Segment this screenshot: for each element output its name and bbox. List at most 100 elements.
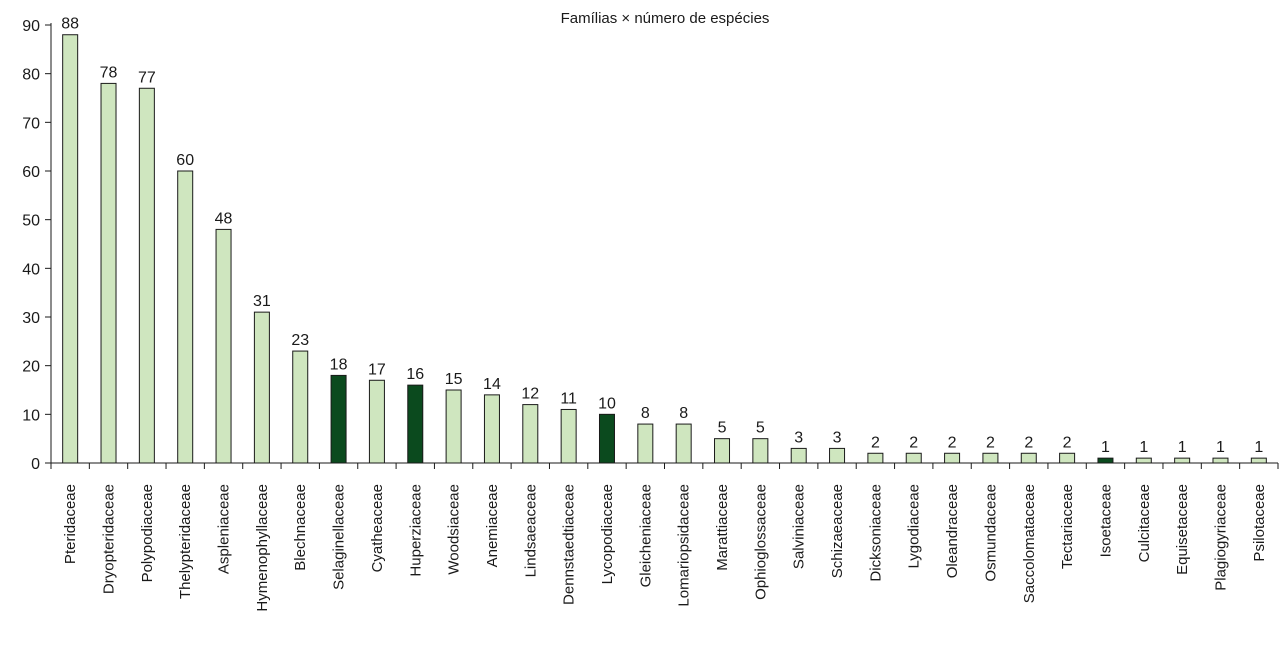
x-tick-label: Dryopteridaceae: [101, 484, 118, 594]
x-tick-label: Ophioglossaceae: [752, 484, 769, 600]
x-tick-label: Huperziaceae: [407, 484, 424, 577]
x-tick-label: Lomariopsidaceae: [676, 484, 693, 607]
x-tick-label: Lycopodiaceae: [599, 484, 616, 584]
x-tick-label: Cyatheaceae: [369, 484, 386, 572]
data-label: 1: [1254, 439, 1263, 456]
data-label: 2: [948, 434, 957, 451]
data-label: 12: [521, 386, 539, 403]
data-label: 48: [215, 210, 233, 227]
bar: [675, 423, 692, 464]
x-tick-label: Anemiaceae: [484, 484, 501, 567]
x-tick-label: Psilotaceae: [1251, 484, 1268, 562]
bar: [138, 87, 155, 464]
bar: [445, 389, 462, 464]
bar: [598, 413, 615, 464]
bar: [790, 447, 807, 464]
x-tick-label: Isoetaceae: [1097, 484, 1114, 557]
bar: [637, 423, 654, 464]
bar: [905, 452, 922, 464]
data-label: 2: [909, 434, 918, 451]
data-label: 1: [1178, 439, 1187, 456]
y-tick-label: 10: [22, 407, 40, 424]
data-label: 60: [176, 152, 194, 169]
x-tick-label: Pteridaceae: [62, 484, 79, 564]
data-label: 8: [679, 405, 688, 422]
x-tick-label: Dicksoniaceae: [867, 484, 884, 582]
bar: [368, 379, 385, 464]
y-tick-label: 70: [22, 115, 40, 132]
data-label: 1: [1101, 439, 1110, 456]
x-tick-label: Blechnaceae: [292, 484, 309, 571]
y-tick-label: 0: [31, 456, 40, 473]
data-label: 23: [291, 332, 309, 349]
data-label: 1: [1216, 439, 1225, 456]
x-tick-label: Dennstaedtiaceae: [561, 484, 578, 605]
data-label: 3: [794, 429, 803, 446]
x-tick-label: Gleicheniaceae: [637, 484, 654, 587]
bar: [867, 452, 884, 464]
x-tick-label: Plagiogyriaceae: [1212, 484, 1229, 591]
bar: [1212, 457, 1229, 464]
x-tick-label: Aspleniaceae: [216, 484, 233, 574]
data-label: 1: [1139, 439, 1148, 456]
bar: [829, 447, 846, 464]
data-label: 8: [641, 405, 650, 422]
bar: [100, 82, 117, 464]
bar: [292, 350, 309, 464]
chart-title: Famílias × número de espécies: [561, 10, 770, 27]
y-tick-label: 80: [22, 67, 40, 84]
data-label: 88: [61, 16, 79, 33]
data-label: 18: [330, 356, 348, 373]
bar: [1250, 457, 1267, 464]
bar: [483, 394, 500, 464]
x-tick-label: Tectariaceae: [1059, 484, 1076, 569]
bar: [1020, 452, 1037, 464]
bar: [522, 404, 539, 464]
bar: [982, 452, 999, 464]
x-tick-label: Marattiaceae: [714, 484, 731, 571]
bar: [1135, 457, 1152, 464]
data-label: 78: [100, 64, 118, 81]
bar: [62, 34, 79, 464]
x-tick-label: Equisetaceae: [1174, 484, 1191, 575]
y-tick-label: 60: [22, 164, 40, 181]
bar: [177, 170, 194, 464]
bar: [944, 452, 961, 464]
x-tick-label: Thelypteridaceae: [177, 484, 194, 599]
x-tick-label: Oleandraceae: [944, 484, 961, 578]
x-tick-label: Selaginellaceae: [331, 484, 348, 590]
data-label: 2: [986, 434, 995, 451]
data-label: 2: [1063, 434, 1072, 451]
data-label: 2: [871, 434, 880, 451]
data-label: 17: [368, 361, 386, 378]
data-label: 77: [138, 69, 156, 86]
y-tick-label: 20: [22, 359, 40, 376]
x-tick-label: Lygodiaceae: [906, 484, 923, 569]
x-tick-label: Culcitaceae: [1136, 484, 1153, 562]
bar: [330, 374, 347, 464]
bar: [1059, 452, 1076, 464]
bar: [253, 311, 270, 464]
bar: [714, 438, 731, 464]
data-label: 16: [406, 366, 424, 383]
x-tick-label: Polypodiaceae: [139, 484, 156, 582]
data-label: 2: [1024, 434, 1033, 451]
x-tick-label: Saccolomataceae: [1021, 484, 1038, 603]
data-label: 15: [445, 371, 463, 388]
x-tick-label: Woodsiaceae: [446, 484, 463, 575]
x-tick-label: Osmundaceae: [982, 484, 999, 582]
x-tick-label: Salviniaceae: [791, 484, 808, 569]
bar: [560, 408, 577, 464]
x-tick-label: Hymenophyllaceae: [254, 484, 271, 612]
bar: [1174, 457, 1191, 464]
y-tick-label: 40: [22, 261, 40, 278]
bar: [215, 228, 232, 464]
y-axis: 0 10 20 30 40 50 60 70 80 90: [22, 18, 52, 473]
bar: [752, 438, 769, 464]
data-label: 3: [833, 429, 842, 446]
data-label: 5: [756, 420, 765, 437]
data-label: 10: [598, 395, 616, 412]
